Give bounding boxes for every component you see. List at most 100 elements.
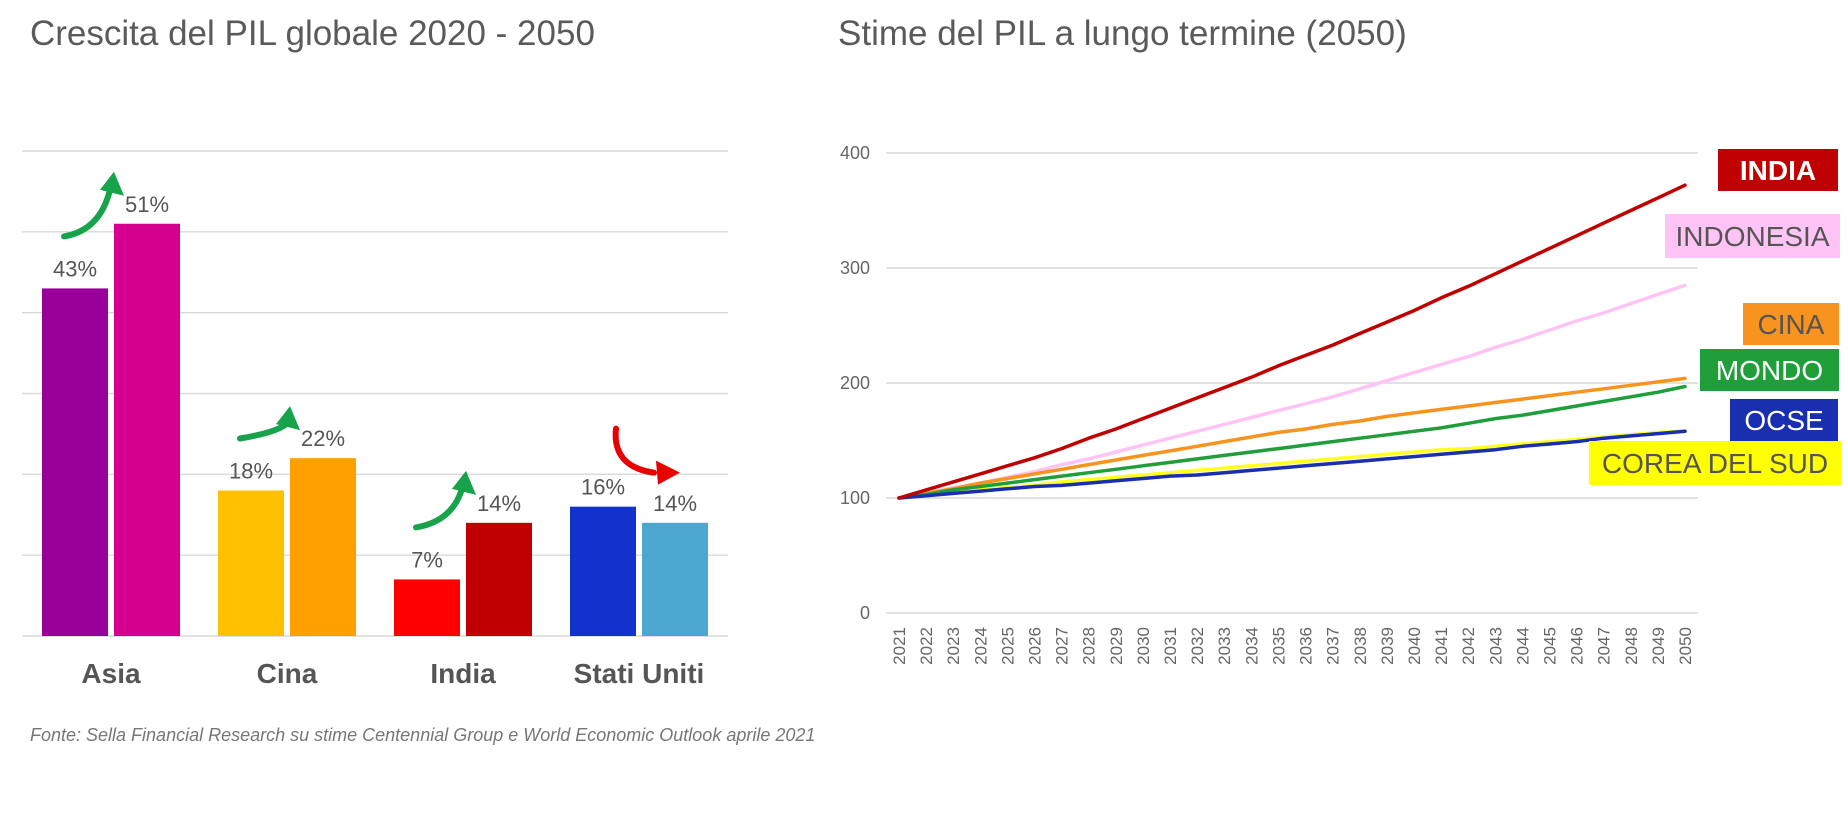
x-tick-label: 2022 bbox=[917, 627, 936, 665]
trend-arrow-up-icon bbox=[413, 470, 476, 531]
legend-label: INDONESIA bbox=[1675, 221, 1829, 252]
x-tick-label: 2038 bbox=[1351, 627, 1370, 665]
x-tick-label: 2031 bbox=[1161, 627, 1180, 665]
x-tick-label: 2029 bbox=[1107, 627, 1126, 665]
arrow-shaft bbox=[612, 425, 657, 476]
arrow-head bbox=[100, 171, 124, 196]
bar-asia-1 bbox=[42, 288, 108, 636]
bar-asia-2 bbox=[114, 223, 180, 636]
trend-arrow-up-icon bbox=[237, 406, 300, 442]
line-chart-gridlines bbox=[886, 152, 1698, 614]
arrow-shaft bbox=[237, 421, 289, 442]
legend-item-india: INDIA bbox=[1718, 149, 1838, 191]
legend-label: OCSE bbox=[1744, 405, 1823, 436]
arrow-head bbox=[452, 470, 476, 495]
x-tick-label: 2041 bbox=[1432, 627, 1451, 665]
x-tick-label: 2028 bbox=[1080, 627, 1099, 665]
bar-group-stati-uniti: 16% 14% Stati Uniti bbox=[570, 425, 708, 689]
x-tick-label: 2044 bbox=[1513, 627, 1532, 665]
x-tick-label: 2040 bbox=[1405, 627, 1424, 665]
legend-swatch bbox=[1665, 214, 1840, 258]
x-tick-label: 2048 bbox=[1622, 627, 1641, 665]
bar-stati-uniti-2 bbox=[642, 522, 708, 636]
line-series-mondo bbox=[897, 384, 1687, 500]
bar-value-label: 43% bbox=[53, 256, 97, 281]
bar-value-label: 18% bbox=[229, 459, 273, 484]
bar-value-label: 7% bbox=[411, 547, 443, 572]
bar-india-2 bbox=[466, 522, 532, 636]
legend-swatch bbox=[1700, 349, 1839, 391]
x-tick-label: 2033 bbox=[1215, 627, 1234, 665]
line-series-india bbox=[897, 183, 1687, 500]
line-chart-y-ticks: 0 100 200 300 400 bbox=[840, 143, 870, 623]
trend-arrow-down-icon bbox=[612, 425, 680, 485]
x-tick-label: 2035 bbox=[1269, 627, 1288, 665]
bar-value-label: 51% bbox=[125, 192, 169, 217]
arrow-head bbox=[276, 406, 300, 431]
x-tick-label: 2049 bbox=[1649, 627, 1668, 665]
y-tick-label: 300 bbox=[840, 258, 870, 278]
bar-category-label: India bbox=[430, 658, 496, 689]
bar-category-label: Cina bbox=[257, 658, 318, 689]
legend-label: MONDO bbox=[1716, 355, 1823, 386]
legend-item-cina: CINA bbox=[1743, 303, 1839, 345]
legend-item-ocse: OCSE bbox=[1730, 399, 1838, 441]
x-tick-label: 2034 bbox=[1242, 627, 1261, 665]
legend-label: INDIA bbox=[1740, 155, 1816, 186]
x-tick-label: 2039 bbox=[1378, 627, 1397, 665]
x-tick-label: 2023 bbox=[944, 627, 963, 665]
arrow-shaft bbox=[61, 186, 113, 240]
x-tick-label: 2026 bbox=[1026, 627, 1045, 665]
x-tick-label: 2021 bbox=[890, 627, 909, 665]
line-chart bbox=[897, 183, 1687, 500]
y-tick-label: 200 bbox=[840, 373, 870, 393]
x-tick-label: 2042 bbox=[1459, 627, 1478, 665]
line-series-cina bbox=[897, 376, 1687, 500]
bar-stati-uniti-1 bbox=[570, 506, 636, 636]
x-tick-label: 2050 bbox=[1676, 627, 1695, 665]
x-tick-label: 2030 bbox=[1134, 627, 1153, 665]
x-tick-label: 2024 bbox=[971, 627, 990, 665]
x-tick-label: 2032 bbox=[1188, 627, 1207, 665]
bar-group-asia: 43% 51% Asia bbox=[42, 171, 180, 689]
bar-value-label: 14% bbox=[653, 491, 697, 516]
bar-india-1 bbox=[394, 579, 460, 636]
x-tick-label: 2045 bbox=[1540, 627, 1559, 665]
bar-category-label: Stati Uniti bbox=[574, 658, 705, 689]
trend-arrow-up-icon bbox=[61, 171, 124, 240]
legend-item-indonesia: INDONESIA bbox=[1665, 214, 1840, 258]
arrow-head bbox=[656, 460, 680, 485]
legend-label: CINA bbox=[1758, 309, 1825, 340]
legend-label: COREA DEL SUD bbox=[1602, 448, 1828, 479]
bar-cina-1 bbox=[218, 490, 284, 636]
arrow-shaft bbox=[413, 485, 465, 531]
legend-item-mondo: MONDO bbox=[1700, 349, 1839, 391]
line-series-indonesia bbox=[897, 283, 1687, 500]
right-chart-title: Stime del PIL a lungo termine (2050) bbox=[838, 14, 1407, 53]
bar-group-cina: 18% 22% Cina bbox=[218, 406, 356, 689]
x-tick-label: 2047 bbox=[1595, 627, 1614, 665]
legend-swatch bbox=[1730, 399, 1838, 441]
bar-group-india: 7% 14% India bbox=[394, 470, 532, 689]
line-chart-legend: INDIA INDONESIA CINA MONDO OCSE COREA DEL SUD bbox=[1589, 149, 1841, 485]
bar-chart: 43% 51% Asia 18% 22% Cina 7% 14% India 16% 14% Stat… bbox=[42, 171, 708, 689]
bar-value-label: 22% bbox=[301, 426, 345, 451]
legend-item-corea-del-sud: COREA DEL SUD bbox=[1589, 441, 1841, 485]
line-chart-x-ticks: 2021 2022 2023 2024 2025 2026 2027 2028 2029 2030… bbox=[890, 627, 1695, 665]
legend-swatch bbox=[1743, 303, 1839, 345]
x-tick-label: 2046 bbox=[1568, 627, 1587, 665]
y-tick-label: 400 bbox=[840, 143, 870, 163]
x-tick-label: 2043 bbox=[1486, 627, 1505, 665]
left-chart-title: Crescita del PIL globale 2020 - 2050 bbox=[30, 14, 595, 53]
x-tick-label: 2036 bbox=[1297, 627, 1316, 665]
legend-swatch bbox=[1718, 149, 1838, 191]
x-tick-label: 2037 bbox=[1324, 627, 1343, 665]
bar-value-label: 16% bbox=[581, 475, 625, 500]
x-tick-label: 2027 bbox=[1053, 627, 1072, 665]
x-tick-label: 2025 bbox=[998, 627, 1017, 665]
bar-category-label: Asia bbox=[81, 658, 141, 689]
bar-value-label: 14% bbox=[477, 491, 521, 516]
bar-cina-2 bbox=[290, 458, 356, 636]
y-tick-label: 100 bbox=[840, 488, 870, 508]
